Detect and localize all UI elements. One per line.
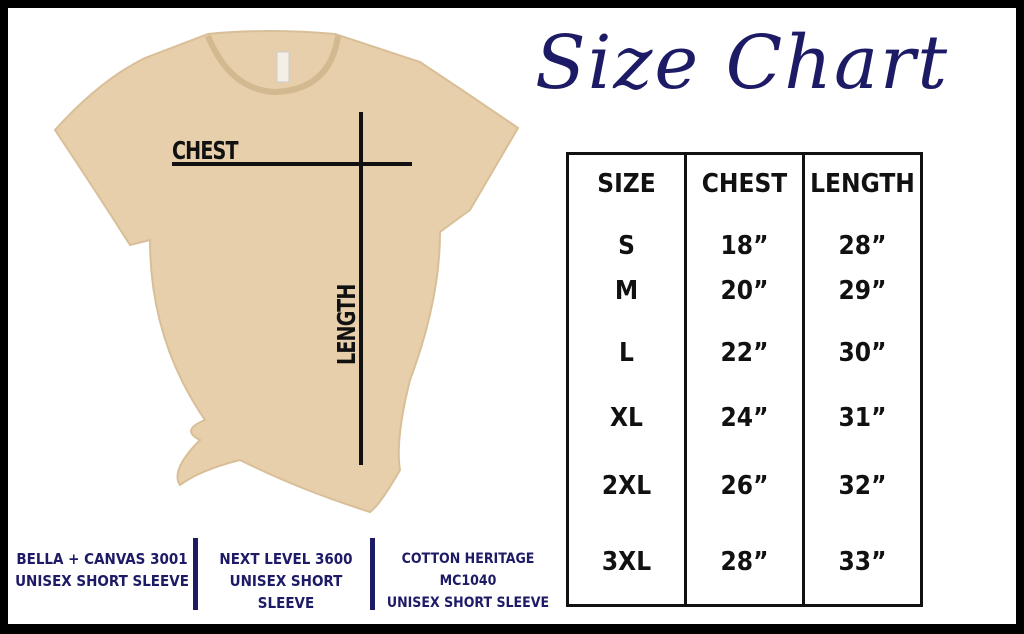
cell-length: 29” [802, 261, 923, 321]
cell-size: XL [566, 385, 687, 451]
cell-size: M [566, 261, 687, 321]
cell-chest: 18” [684, 231, 805, 261]
cell-size: 3XL [566, 521, 687, 605]
length-label: LENGTH [332, 284, 361, 365]
table-row: S 18” 28” [566, 231, 923, 261]
brand-bella-canvas: BELLA + CANVAS 3001 UNISEX SHORT SLEEVE [12, 548, 192, 592]
brand-style: UNISEX SHORT SLEEVE [229, 572, 343, 612]
brand-style: UNISEX SHORT SLEEVE [386, 595, 550, 611]
cell-size: S [566, 231, 687, 261]
tshirt-shape [53, 30, 520, 514]
brand-cotton-heritage: COTTON HERITAGE MC1040 UNISEX SHORT SLEE… [376, 548, 560, 614]
header-length: LENGTH [802, 153, 923, 231]
header-chest: CHEST [684, 153, 805, 231]
page-title: Size Chart [535, 20, 950, 106]
brand-name: NEXT LEVEL 3600 [219, 550, 353, 568]
cell-size: L [566, 321, 687, 385]
size-table: SIZE CHEST LENGTH S 18” 28” M 20” 29” L 22” 30… [566, 152, 923, 607]
cell-length: 33” [802, 521, 923, 605]
cell-chest: 20” [684, 261, 805, 321]
table-row: M 20” 29” [566, 261, 923, 321]
header-size: SIZE [566, 153, 687, 231]
table-header-row: SIZE CHEST LENGTH [566, 153, 923, 231]
cell-size: 2XL [566, 451, 687, 521]
tag [276, 51, 290, 83]
brand-style: UNISEX SHORT SLEEVE [15, 572, 189, 590]
brand-name: COTTON HERITAGE MC1040 [401, 551, 535, 589]
brand-list: BELLA + CANVAS 3001 UNISEX SHORT SLEEVE … [0, 536, 560, 614]
table-row: 3XL 28” 33” [566, 521, 923, 605]
divider [370, 538, 375, 610]
cell-length: 30” [802, 321, 923, 385]
divider [193, 538, 198, 610]
cell-length: 31” [802, 385, 923, 451]
brand-name: BELLA + CANVAS 3001 [16, 550, 188, 568]
brand-next-level: NEXT LEVEL 3600 UNISEX SHORT SLEEVE [200, 548, 372, 614]
tshirt-illustration [53, 30, 520, 514]
table-row: XL 24” 31” [566, 385, 923, 451]
cell-chest: 22” [684, 321, 805, 385]
collar [205, 34, 341, 96]
table-row: 2XL 26” 32” [566, 451, 923, 521]
cell-chest: 24” [684, 385, 805, 451]
cell-chest: 28” [684, 521, 805, 605]
chest-label: CHEST [172, 136, 239, 165]
table-row: L 22” 30” [566, 321, 923, 385]
cell-chest: 26” [684, 451, 805, 521]
cell-length: 28” [802, 231, 923, 261]
cell-length: 32” [802, 451, 923, 521]
